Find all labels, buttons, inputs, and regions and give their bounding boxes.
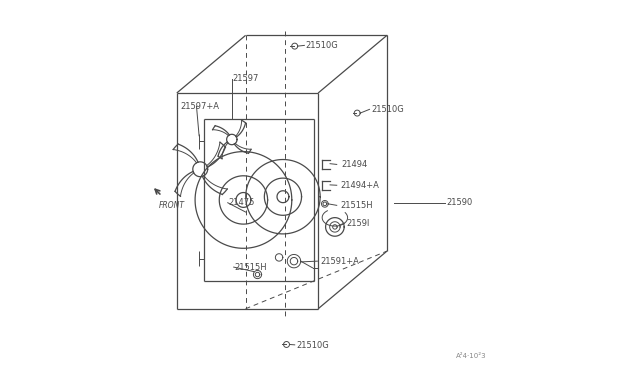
Text: 21510G: 21510G (371, 105, 404, 114)
Text: FRONT: FRONT (159, 201, 186, 210)
Text: 21475: 21475 (229, 198, 255, 207)
Text: 21494+A: 21494+A (340, 181, 379, 190)
Text: 21515H: 21515H (234, 263, 267, 272)
Text: A²4·10²3: A²4·10²3 (456, 353, 486, 359)
Text: 21590: 21590 (447, 198, 473, 207)
Text: 21597+A: 21597+A (180, 102, 220, 110)
Text: 21510G: 21510G (296, 341, 329, 350)
Text: 21597: 21597 (232, 74, 259, 83)
Text: 21494: 21494 (342, 160, 368, 169)
Text: 21515H: 21515H (340, 201, 372, 210)
Text: 21510G: 21510G (306, 41, 339, 50)
Text: 21591+A: 21591+A (320, 257, 359, 266)
Text: 2159l: 2159l (346, 219, 369, 228)
